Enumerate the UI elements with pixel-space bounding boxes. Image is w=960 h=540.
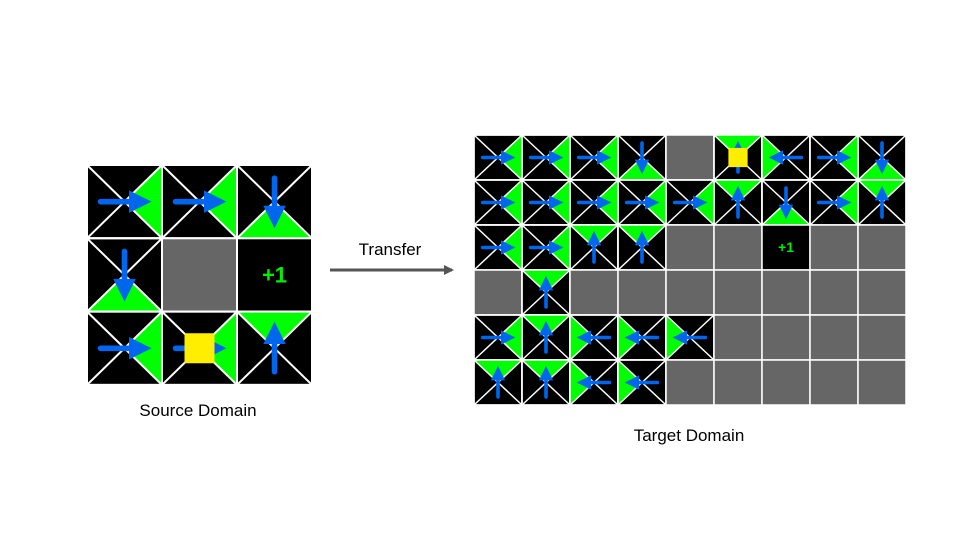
source-cell — [86, 310, 163, 386]
target-cell — [713, 179, 763, 226]
target-cell — [761, 179, 811, 226]
target-cell — [521, 179, 571, 226]
target-cell — [521, 134, 571, 181]
wall-cell — [857, 269, 907, 316]
target-cell — [665, 314, 715, 361]
transfer-label: Transfer — [358, 240, 422, 259]
wall-cell — [809, 269, 859, 316]
wall-cell — [857, 224, 907, 271]
wall-cell — [569, 269, 619, 316]
target-cell — [713, 359, 763, 406]
target-cell — [473, 269, 523, 316]
target-cell — [617, 359, 667, 406]
wall-cell — [761, 269, 811, 316]
target-cell: +1 — [761, 224, 811, 271]
agent-marker — [728, 147, 748, 168]
target-cell — [665, 179, 715, 226]
target-cell — [713, 269, 763, 316]
wall-cell — [665, 224, 715, 271]
wall-cell — [665, 269, 715, 316]
wall-cell — [857, 314, 907, 361]
source-cell — [86, 237, 163, 313]
goal-reward-label: +1 — [778, 239, 794, 255]
source-domain-caption: Source Domain — [139, 401, 257, 420]
wall-cell — [665, 134, 715, 181]
target-cell — [857, 224, 907, 271]
target-cell — [521, 314, 571, 361]
target-domain-grid: +1 — [473, 134, 907, 406]
target-cell — [857, 179, 907, 226]
target-cell — [713, 134, 763, 181]
cell-background — [236, 237, 313, 313]
wall-cell — [617, 269, 667, 316]
target-cell — [809, 269, 859, 316]
wall-cell — [161, 237, 238, 313]
target-cell — [569, 269, 619, 316]
source-domain-grid: +1 — [86, 164, 313, 386]
target-cell — [761, 314, 811, 361]
target-cell — [665, 134, 715, 181]
target-cell — [473, 134, 523, 181]
wall-cell — [809, 314, 859, 361]
target-cell — [857, 359, 907, 406]
target-cell — [617, 134, 667, 181]
source-cell — [161, 310, 238, 386]
target-cell — [809, 134, 859, 181]
wall-cell — [761, 314, 811, 361]
target-cell — [665, 224, 715, 271]
target-cell — [809, 359, 859, 406]
source-cell: +1 — [236, 237, 313, 313]
wall-cell — [713, 224, 763, 271]
target-cell — [857, 269, 907, 316]
source-cell — [161, 237, 238, 313]
target-cell — [521, 359, 571, 406]
target-domain-caption: Target Domain — [633, 426, 745, 445]
target-cell — [569, 224, 619, 271]
target-cell — [473, 224, 523, 271]
target-cell — [617, 179, 667, 226]
target-cell — [809, 224, 859, 271]
wall-cell — [809, 224, 859, 271]
target-cell — [761, 134, 811, 181]
agent-marker — [184, 333, 215, 364]
target-cell — [521, 224, 571, 271]
wall-cell — [665, 359, 715, 406]
source-cell — [161, 164, 238, 240]
wall-cell — [761, 359, 811, 406]
target-cell — [809, 179, 859, 226]
wall-cell — [857, 359, 907, 406]
target-cell — [617, 269, 667, 316]
target-cell — [569, 179, 619, 226]
target-cell — [617, 314, 667, 361]
target-cell — [713, 224, 763, 271]
target-cell — [473, 359, 523, 406]
cell-border — [236, 310, 313, 386]
target-cell — [521, 269, 571, 316]
target-cell — [761, 359, 811, 406]
wall-cell — [473, 269, 523, 316]
source-cell — [236, 164, 313, 240]
target-cell — [665, 359, 715, 406]
source-cell — [236, 310, 313, 386]
target-cell — [857, 134, 907, 181]
target-cell — [569, 314, 619, 361]
wall-cell — [713, 314, 763, 361]
target-cell — [473, 179, 523, 226]
target-cell — [473, 314, 523, 361]
target-cell — [569, 134, 619, 181]
target-cell — [761, 269, 811, 316]
goal-reward-label: +1 — [262, 262, 287, 287]
cell-background — [761, 224, 811, 271]
target-cell — [665, 269, 715, 316]
wall-cell — [713, 359, 763, 406]
target-cell — [713, 314, 763, 361]
target-cell — [857, 314, 907, 361]
source-cell — [86, 164, 163, 240]
wall-cell — [809, 359, 859, 406]
target-cell — [617, 224, 667, 271]
target-cell — [809, 314, 859, 361]
target-cell — [569, 359, 619, 406]
wall-cell — [713, 269, 763, 316]
